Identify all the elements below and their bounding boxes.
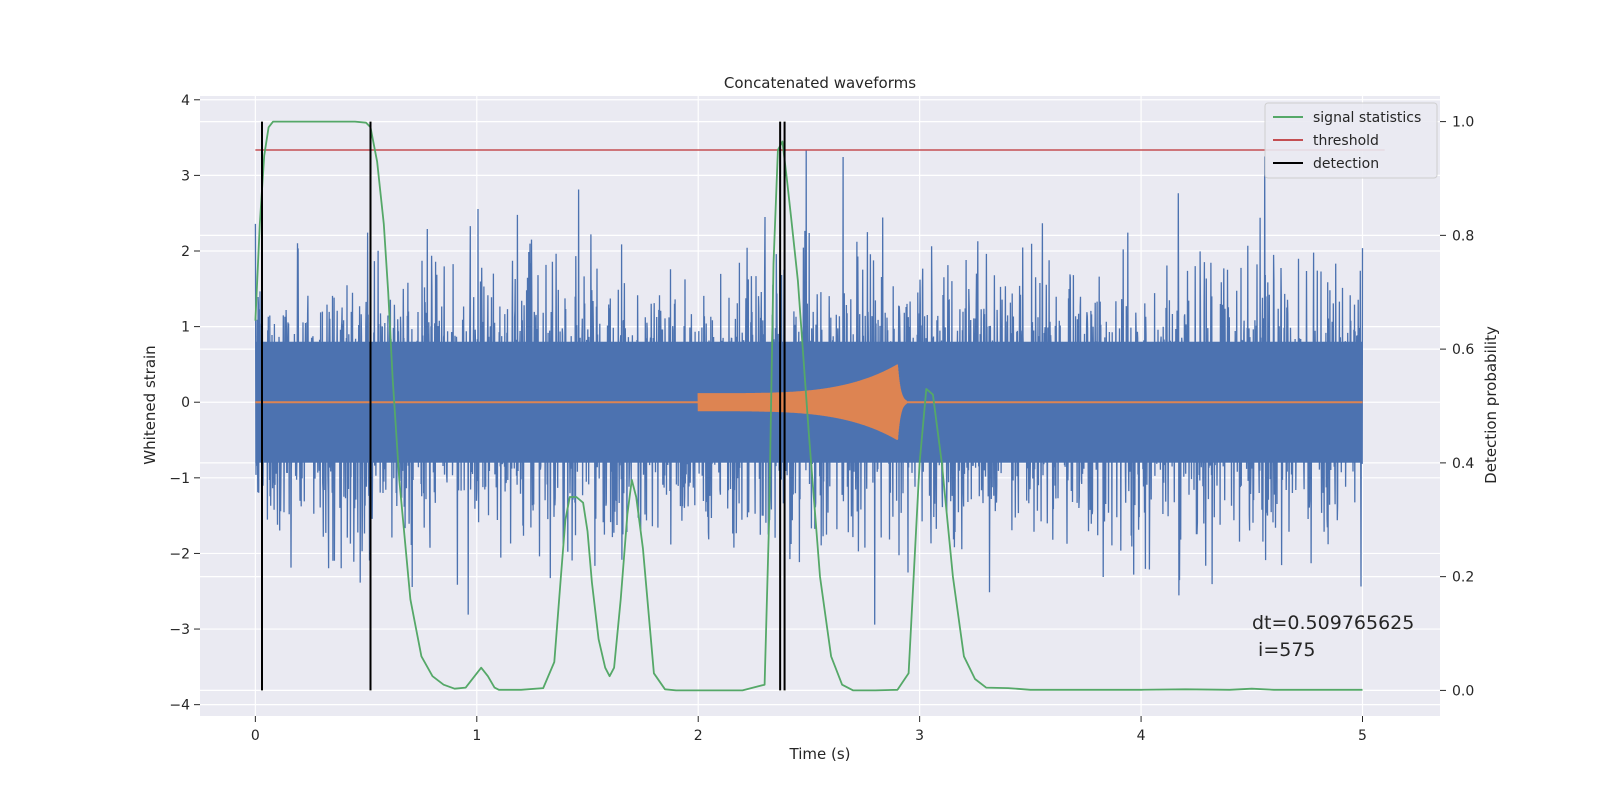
x-tick-label: 0: [251, 728, 260, 744]
y-right-tick-label: 0.8: [1452, 228, 1474, 244]
legend: signal statistics threshold detection: [1264, 102, 1438, 179]
y-right-tick-label: 0.4: [1452, 456, 1474, 472]
y-left-tick-label: −2: [169, 546, 190, 562]
detection-lines: [261, 121, 786, 691]
signal-statistics-line: [254, 120, 1363, 692]
y-left-tick-label: −1: [169, 471, 190, 487]
x-tick-label: 2: [694, 728, 703, 744]
legend-label: threshold: [1313, 133, 1379, 149]
x-axis-label: Time (s): [789, 745, 851, 763]
y-left-tick-label: 2: [181, 244, 190, 260]
x-tick-label: 4: [1137, 728, 1146, 744]
annotation-dt: dt=0.509765625: [1252, 612, 1414, 634]
annotation-i: i=575: [1252, 639, 1316, 661]
y-right-tick-label: 0.6: [1452, 342, 1474, 358]
legend-box: [1264, 102, 1438, 179]
x-tick-label: 5: [1358, 728, 1367, 744]
waveform-series: [255, 364, 1363, 440]
y-left-tick-label: 1: [181, 320, 190, 336]
signal-statistics-series: [254, 120, 1363, 692]
y-left-tick-label: −4: [169, 698, 190, 714]
waveform-chirp: [697, 364, 908, 440]
y-axis-label-right: Detection probability: [1482, 326, 1500, 484]
legend-label: detection: [1313, 156, 1379, 172]
y-right-tick-label: 0.0: [1452, 683, 1474, 699]
y-left-tick-label: 4: [181, 93, 190, 109]
y-left-tick-label: 3: [181, 168, 190, 184]
legend-label: signal statistics: [1313, 110, 1421, 126]
ticks: 0 1 2 3 4 5 4 3 2 1 0 −1 −2 −3 −4 1.0 0.8 0.6 0.4 0.2 0.0: [169, 93, 1474, 744]
y-left-tick-label: 0: [181, 395, 190, 411]
y-axis-label-left: Whitened strain: [141, 345, 159, 464]
chart-title: Concatenated waveforms: [724, 74, 916, 92]
y-right-tick-label: 0.2: [1452, 570, 1474, 586]
x-tick-label: 1: [472, 728, 481, 744]
y-left-tick-label: −3: [169, 622, 190, 638]
y-right-tick-label: 1.0: [1452, 115, 1474, 131]
x-tick-label: 3: [915, 728, 924, 744]
